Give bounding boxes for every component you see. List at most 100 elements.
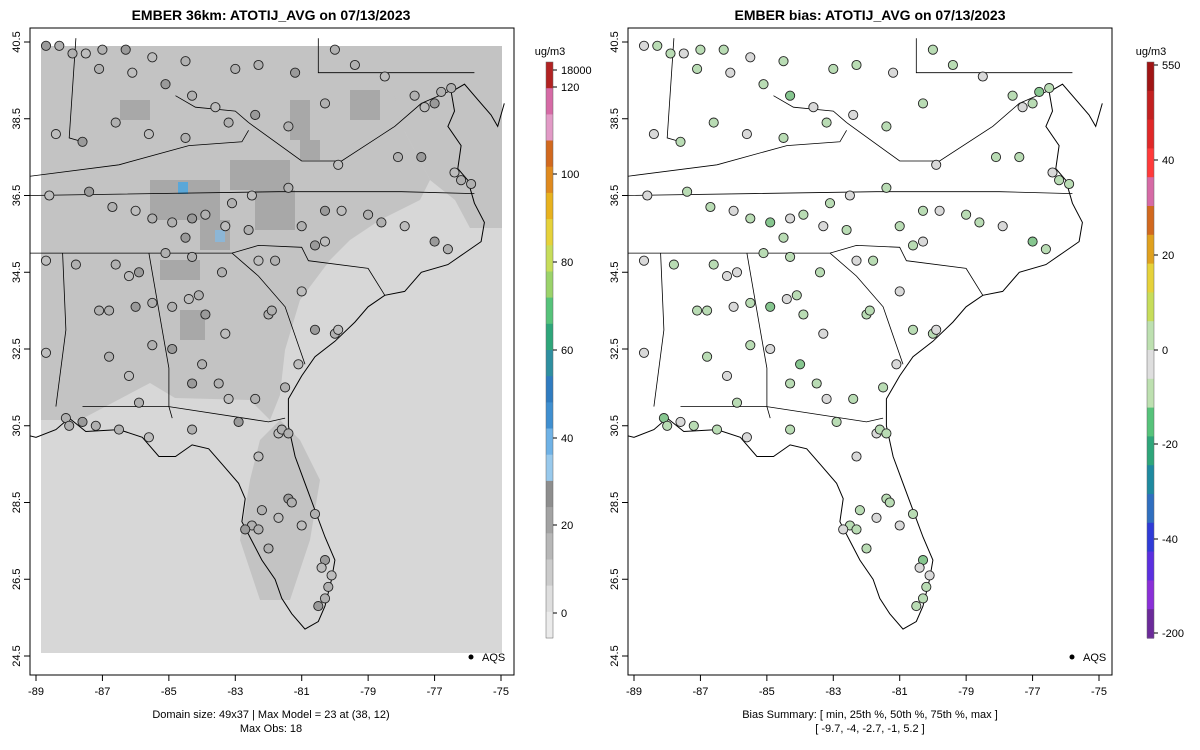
station-marker (253, 255, 264, 266)
station-marker (881, 121, 892, 132)
plot-frame (627, 27, 1113, 676)
station-marker (230, 63, 241, 74)
station-marker (316, 562, 327, 573)
station-marker (848, 109, 859, 120)
station-marker (220, 328, 231, 339)
station-marker (80, 48, 91, 59)
station-marker (795, 359, 806, 370)
grid-cell (230, 160, 290, 190)
station-marker (319, 236, 331, 247)
station-marker (818, 221, 829, 232)
colorbar-tick-label: 80 (561, 257, 573, 269)
colorbar-swatch (1147, 580, 1154, 610)
legend-label: AQS (482, 652, 505, 664)
grid-cell (215, 230, 225, 242)
station-marker (745, 213, 756, 224)
station-marker (1027, 236, 1038, 247)
x-axis: -89 -87 -85 -83 -81 -79 -77 -75 (28, 675, 509, 698)
station-marker (638, 347, 650, 358)
y-tick-label: 26.5 (11, 569, 23, 590)
station-marker (253, 451, 264, 462)
x-tick-label: -87 (94, 686, 110, 698)
station-marker (688, 420, 699, 431)
station-marker (741, 129, 752, 140)
station-marker (851, 59, 862, 71)
station-marker (77, 416, 88, 427)
station-marker (296, 286, 307, 297)
station-marker (187, 378, 198, 389)
basemap (628, 38, 1103, 630)
station-marker (1034, 86, 1045, 97)
colorbar-tick-label: -40 (1162, 534, 1178, 546)
station-marker (187, 251, 198, 262)
colorbar-swatch (1147, 522, 1154, 553)
station-marker (130, 301, 141, 312)
station-marker (283, 121, 294, 132)
colorbar: ug/m3 18000 120 100 80 60 40 20 0 (535, 46, 592, 639)
x-tick-label: -77 (427, 686, 443, 698)
station-marker (781, 294, 792, 305)
station-marker (917, 205, 929, 216)
station-marker (894, 221, 905, 232)
station-marker (961, 209, 972, 220)
colorbar-swatch (1147, 321, 1154, 351)
station-marker (745, 297, 756, 308)
station-marker (881, 428, 892, 439)
station-marker (718, 44, 729, 55)
station-marker (309, 508, 321, 520)
station-marker (888, 67, 899, 78)
coastline (628, 83, 1103, 630)
station-marker (728, 301, 739, 312)
station-marker (123, 370, 135, 381)
station-marker (878, 382, 889, 393)
footer-line-1: Bias Summary: [ min, 25th %, 50th %, 75t… (742, 709, 998, 721)
station-marker (319, 98, 331, 109)
station-marker (223, 393, 234, 404)
y-tick-label: 34.5 (609, 262, 621, 283)
station-marker (446, 83, 457, 94)
x-tick-label: -83 (825, 686, 841, 698)
station-marker (180, 132, 191, 143)
y-tick-label: 30.5 (609, 415, 621, 436)
colorbar-tick-label: 60 (561, 345, 573, 357)
station-marker (280, 382, 291, 393)
state-boundary (628, 130, 847, 177)
station-marker (851, 451, 862, 462)
station-marker (711, 424, 723, 435)
colorbar-swatch (546, 271, 553, 299)
station-marker (180, 232, 191, 243)
station-marker (785, 251, 796, 262)
station-marker (1044, 83, 1055, 94)
station-marker (731, 267, 743, 278)
grid-cell (255, 190, 295, 230)
x-tick-label: -81 (892, 686, 908, 698)
station-marker (290, 67, 301, 78)
x-tick-label: -79 (360, 686, 376, 698)
y-tick-label: 28.5 (609, 492, 621, 513)
x-tick-label: -81 (294, 686, 310, 698)
colorbar-tick-label: -20 (1162, 439, 1178, 451)
station-marker (785, 213, 796, 224)
station-marker (648, 129, 659, 140)
station-marker (270, 255, 281, 266)
station-marker (409, 90, 420, 101)
state-boundary (317, 38, 475, 74)
station-marker (914, 562, 925, 573)
colorbar-swatch (546, 192, 553, 220)
station-marker (728, 205, 739, 216)
station-marker (997, 221, 1008, 232)
station-marker (765, 217, 776, 228)
colorbar-swatch (1147, 119, 1154, 149)
y-tick-label: 36.5 (11, 185, 23, 206)
station-marker (1054, 175, 1065, 186)
legend-marker (1069, 654, 1075, 660)
grid-cell (350, 90, 380, 120)
station-marker (309, 240, 321, 251)
station-marker (200, 309, 211, 320)
colorbar-tick-label: 20 (1162, 250, 1174, 262)
station-marker (758, 79, 769, 90)
station-marker (296, 520, 307, 531)
station-points (40, 40, 477, 612)
colorbar-swatch (1147, 263, 1154, 293)
station-marker (336, 205, 347, 216)
